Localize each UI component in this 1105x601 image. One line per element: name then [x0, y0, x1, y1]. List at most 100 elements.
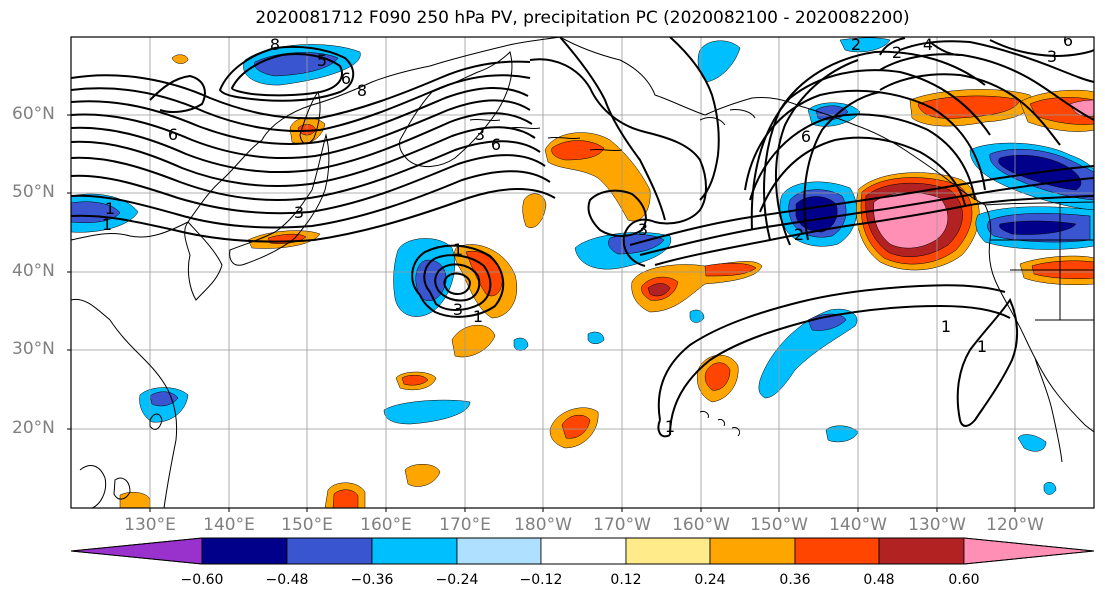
hawaii-coast	[699, 411, 741, 437]
pos-anomaly-patch	[332, 489, 359, 508]
lon-label: 150°E	[281, 515, 333, 535]
pv-contour	[587, 189, 647, 237]
pv-contour	[71, 87, 529, 145]
colorbar-cell	[70, 537, 203, 565]
contour-label: 1	[665, 417, 675, 436]
neg-anomaly-patch	[587, 331, 605, 344]
pv-contour	[879, 53, 1094, 121]
lon-label: 170°E	[439, 515, 491, 535]
map-title: 2020081712 F090 250 hPa PV, precipitatio…	[255, 8, 910, 28]
pv-contour	[749, 113, 976, 201]
colorbar-cell	[709, 537, 796, 565]
pv-contour	[750, 69, 991, 231]
pos-anomaly-patch	[704, 263, 757, 277]
lon-label: 140°E	[203, 515, 255, 535]
colorbar-outline	[70, 537, 1095, 565]
pos-anomaly-patch	[551, 140, 605, 161]
gulf-alaska-islands	[699, 109, 756, 126]
lat-label: 50°N	[12, 182, 55, 202]
lon-label: 160°W	[672, 515, 730, 535]
pv-contour	[657, 419, 671, 438]
pos-anomaly-patch	[917, 95, 1021, 119]
pv-contours	[71, 37, 1094, 438]
pv-contour	[774, 59, 859, 246]
pos-anomaly-patch	[522, 193, 547, 228]
colorbar	[70, 537, 1095, 565]
baja-coast	[1034, 357, 1063, 463]
canada-border	[984, 201, 1094, 206]
japan-coast	[229, 133, 330, 266]
pv-contour	[423, 254, 492, 311]
pv-contour	[879, 73, 1061, 146]
contour-label: 8	[270, 35, 280, 54]
pv-contour	[71, 99, 531, 159]
colorbar-tick: 0.12	[610, 572, 642, 588]
pv-contour	[71, 112, 533, 173]
pv-contour	[149, 74, 206, 113]
colorbar-tick: 0.24	[694, 572, 726, 588]
colorbar-cell	[286, 537, 373, 565]
lat-label: 40°N	[12, 261, 55, 281]
pv-contour	[218, 45, 355, 102]
pv-contour	[654, 195, 1094, 266]
contour-label: 1	[977, 337, 987, 356]
pv-contour	[71, 188, 556, 243]
china-coast	[71, 298, 178, 508]
contour-label: 3	[475, 125, 485, 144]
pos-anomaly-patch	[647, 283, 671, 297]
contour-label: 8	[357, 81, 367, 100]
lat-label: 60°N	[12, 104, 55, 124]
pos-anomaly-patch	[171, 54, 189, 64]
contour-label: 6	[341, 69, 351, 88]
axis-ticks	[67, 114, 1016, 512]
pos-anomaly-patch	[404, 464, 441, 487]
contour-label: 1	[941, 317, 951, 336]
lon-label: 130°W	[908, 515, 966, 535]
contour-label: 2	[851, 35, 861, 54]
pos-anomaly-patch	[1069, 99, 1094, 117]
colorbar-cell	[201, 537, 288, 565]
pv-contour	[71, 140, 541, 201]
lon-label: 120°W	[986, 515, 1044, 535]
neg-anomaly-patch	[383, 399, 471, 425]
contour-label: 2	[892, 43, 902, 62]
colorbar-cell	[540, 537, 627, 565]
neg-anomaly-patch	[1017, 434, 1047, 452]
contour-label: 3	[1047, 47, 1057, 66]
contour-label: 1	[473, 307, 483, 326]
colorbar-tick: −0.24	[435, 572, 479, 588]
contour-label: 1	[105, 199, 115, 218]
pv-contour	[629, 165, 1094, 246]
neg-anomaly-patch	[254, 52, 339, 77]
pv-contour	[989, 39, 1094, 58]
pos-anomaly-patch	[465, 250, 503, 297]
contour-labels: 8 5 6 8 6 3 1 1 3 6 3 1 1 3 1 2 6 2 1 1 …	[102, 31, 1073, 436]
precip-shading	[71, 37, 1094, 508]
pv-contour	[434, 263, 481, 302]
contour-label: 4	[923, 35, 933, 54]
pv-contour	[71, 154, 546, 215]
neg-anomaly-patch	[689, 309, 705, 323]
pv-contour	[956, 297, 1018, 427]
pos-anomaly-patch	[561, 414, 591, 439]
contour-label: 6	[491, 135, 501, 154]
pos-anomaly-patch	[401, 375, 429, 386]
pv-contour	[71, 126, 536, 187]
contour-label: 6	[168, 125, 178, 144]
contour-label: 1	[102, 215, 112, 234]
korea-coast	[184, 221, 223, 301]
pv-contour	[411, 244, 505, 318]
alaska-coast	[559, 37, 986, 206]
coastlines	[71, 37, 1094, 508]
colorbar-cell	[963, 537, 1095, 565]
neg-anomaly-patch	[1043, 482, 1057, 495]
graticule	[71, 37, 1094, 508]
map-content: 8 5 6 8 6 3 1 1 3 6 3 1 1 3 1 2 6 2 1 1 …	[71, 31, 1094, 508]
colorbar-tick: −0.12	[519, 572, 563, 588]
neg-anomaly-patch	[149, 391, 179, 407]
contour-label: 3	[294, 203, 304, 222]
asia-coast	[71, 37, 561, 241]
pv-contour	[899, 40, 1094, 83]
contour-label: 6	[1063, 31, 1073, 50]
